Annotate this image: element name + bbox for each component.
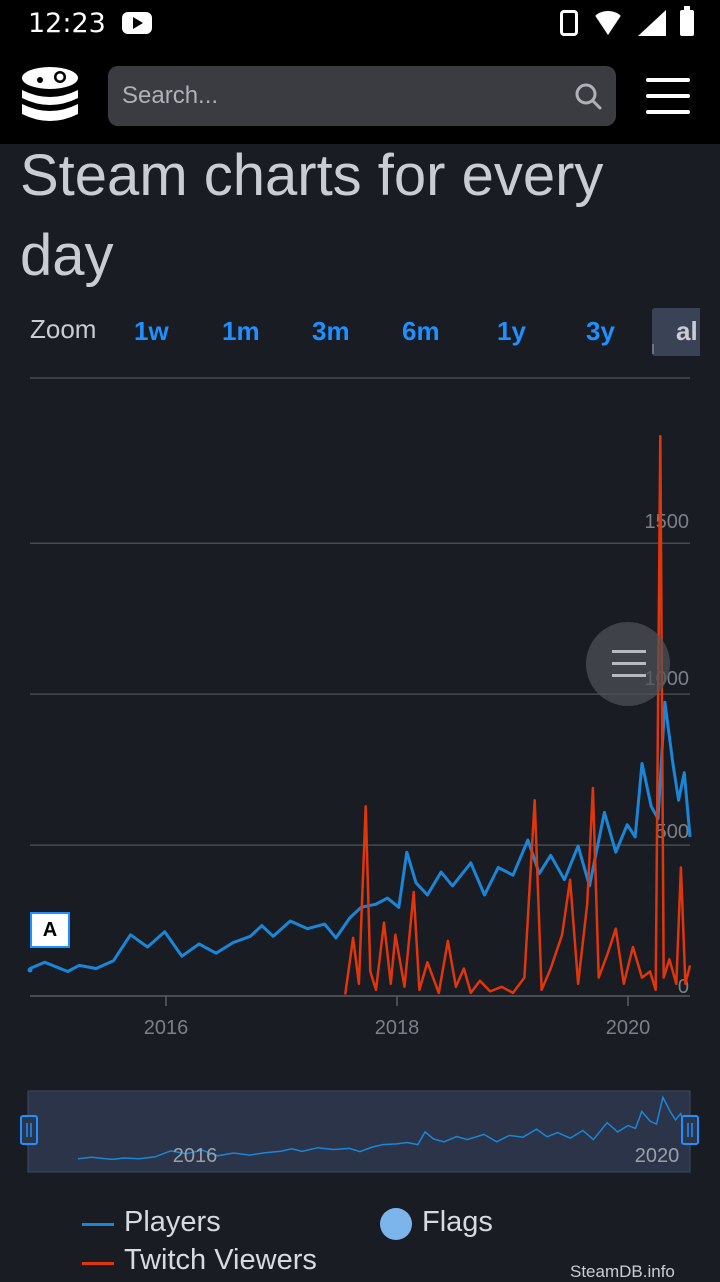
- x-tick-label-2020: 2020: [606, 1017, 651, 1039]
- chart-menu-button[interactable]: [586, 622, 670, 706]
- cell-signal-icon: [638, 10, 666, 36]
- legend-players[interactable]: Players: [124, 1206, 221, 1238]
- vibrate-icon: [560, 10, 578, 36]
- search-icon[interactable]: [574, 82, 602, 110]
- zoom-1y-button[interactable]: 1y: [497, 316, 526, 346]
- x-tick-label-2016: 2016: [144, 1017, 189, 1039]
- chart-navigator[interactable]: 2016 2020: [0, 1088, 720, 1178]
- players-series-line: [29, 700, 692, 973]
- steamdb-logo-icon[interactable]: [18, 64, 82, 128]
- status-bar: 12:23: [0, 0, 720, 50]
- zoom-selector: Zoom 1w 1m 3m 6m 1y 3y al: [0, 306, 720, 358]
- players-legend-swatch: [82, 1223, 114, 1226]
- navigator-series-line: [77, 1095, 687, 1161]
- zoom-3m-button[interactable]: 3m: [312, 316, 350, 346]
- flag-marker-a[interactable]: A: [30, 912, 70, 948]
- navigator-right-handle[interactable]: [681, 1115, 699, 1145]
- navigator-label-2020: 2020: [635, 1145, 680, 1167]
- chart-legend: Players Flags Twitch Viewers: [0, 1200, 720, 1280]
- wifi-icon: [592, 11, 624, 35]
- x-tick-label-2018: 2018: [375, 1017, 420, 1039]
- chart-credit: SteamDB.info: [570, 1262, 675, 1281]
- search-placeholder: Search...: [122, 82, 219, 109]
- zoom-3y-button[interactable]: 3y: [586, 316, 615, 346]
- legend-twitch-viewers[interactable]: Twitch Viewers: [124, 1244, 317, 1276]
- twitch-legend-swatch: [82, 1262, 114, 1265]
- search-input[interactable]: Search...: [108, 66, 616, 126]
- battery-icon: [680, 6, 694, 36]
- status-time: 12:23: [28, 8, 106, 39]
- navigator-label-2016: 2016: [173, 1145, 218, 1167]
- legend-flags[interactable]: Flags: [422, 1206, 493, 1238]
- zoom-label: Zoom: [30, 314, 97, 344]
- zoom-1m-button[interactable]: 1m: [222, 316, 260, 346]
- zoom-1w-button[interactable]: 1w: [134, 316, 169, 346]
- top-bar: Search...: [0, 50, 720, 144]
- y-tick-label-0: 0: [678, 976, 689, 998]
- zoom-6m-button[interactable]: 6m: [402, 316, 440, 346]
- status-icons: [560, 6, 694, 36]
- hamburger-menu-icon[interactable]: [646, 78, 690, 114]
- navigator-mask: [27, 1090, 691, 1173]
- y-tick-label-1500: 1500: [645, 511, 690, 533]
- y-tick-label-500: 500: [656, 821, 689, 843]
- flags-legend-swatch: [380, 1208, 412, 1240]
- players-start-point: [27, 967, 33, 973]
- twitch-viewers-series-line: [343, 434, 692, 995]
- players-chart[interactable]: 150010005000201620182020: [0, 360, 720, 1080]
- zoom-all-label: al: [676, 316, 698, 346]
- youtube-icon: [122, 12, 152, 34]
- page-title: Steam charts for every day: [20, 143, 604, 288]
- zoom-all-button[interactable]: al: [652, 308, 700, 356]
- navigator-left-handle[interactable]: [20, 1115, 38, 1145]
